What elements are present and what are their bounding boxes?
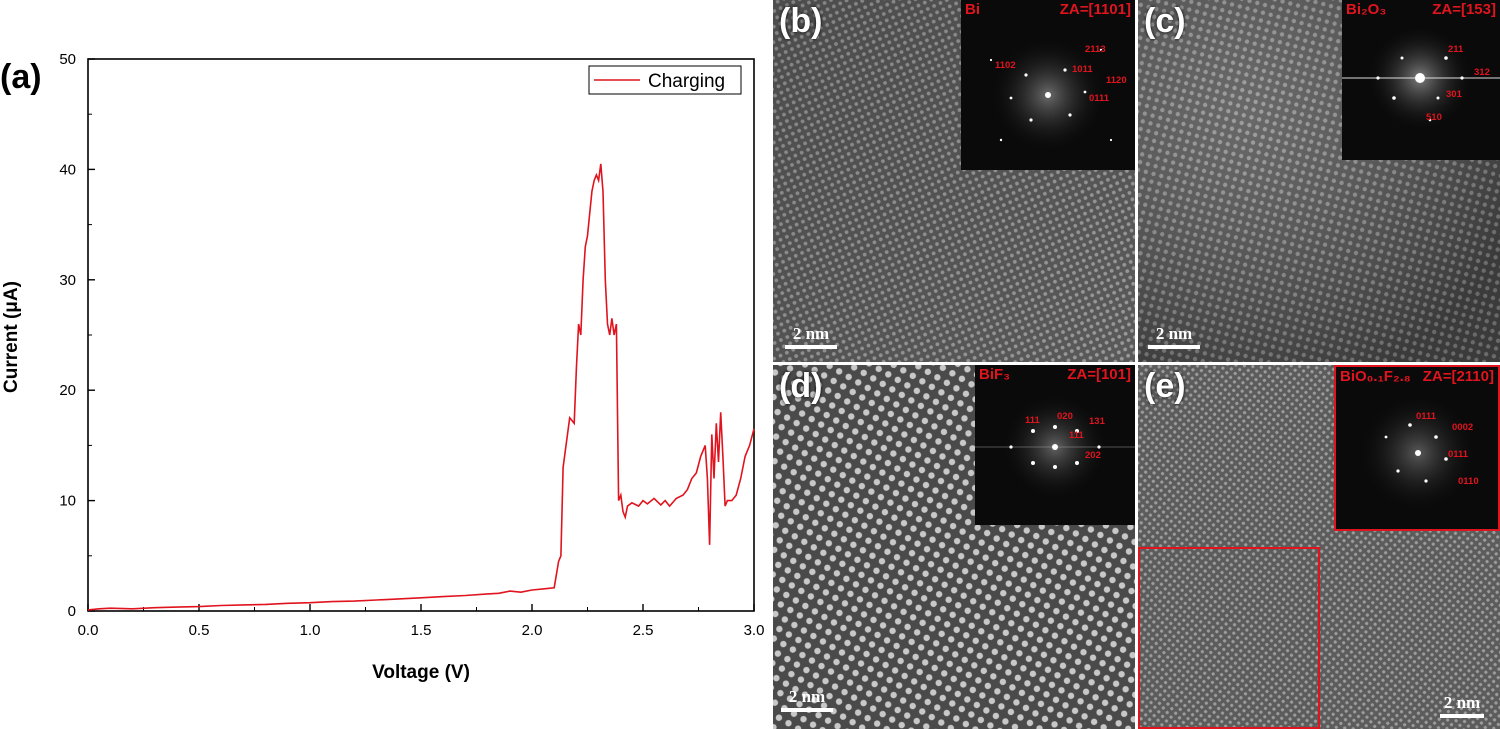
zone-axis-d: ZA=[101] <box>1067 366 1131 383</box>
tem-image-bi: (b) Bi ZA=[1101] 2113 1102 1011 1120 011… <box>773 0 1135 362</box>
spot-label: 202 <box>1085 450 1101 461</box>
y-tick-label: 30 <box>59 272 76 289</box>
plot-frame <box>87 58 755 612</box>
panel-label-a: (a) <box>0 58 42 96</box>
scale-bar-c: 2 nm <box>1148 324 1200 349</box>
spot-label: 020 <box>1057 411 1073 422</box>
panel-label-e: (e) <box>1144 367 1186 405</box>
tem-image-bif3: (d) BiF₃ ZA=[101] 111 020 131 111 202 2 … <box>773 365 1135 729</box>
phase-label-c: Bi₂O₃ <box>1346 1 1387 18</box>
y-tick-label: 0 <box>68 603 76 620</box>
lattice-texture <box>773 0 1135 362</box>
scale-bar-label: 2 nm <box>788 687 826 706</box>
zone-axis-e: ZA=[2110] <box>1422 368 1494 385</box>
scale-bar-label: 2 nm <box>792 324 830 343</box>
y-tick-label: 20 <box>59 382 76 399</box>
x-tick-label: 1.0 <box>300 622 321 639</box>
diffraction-pattern <box>988 35 1113 155</box>
zone-axis-c: ZA=[153] <box>1432 1 1496 18</box>
spot-label: 211 <box>1448 44 1464 55</box>
x-tick-label: 0.0 <box>78 622 99 639</box>
spot-label: 0111 <box>1089 93 1110 104</box>
spot-label: 312 <box>1474 67 1490 78</box>
spot-label: 111 <box>1025 415 1040 426</box>
x-tick-label: 1.5 <box>411 622 432 639</box>
spot-label: 510 <box>1426 112 1442 123</box>
spot-label: 111 <box>1069 430 1084 441</box>
scale-bar-label: 2 nm <box>1155 324 1193 343</box>
y-axis-title: Current (μA) <box>1 281 22 393</box>
scale-bar-b: 2 nm <box>785 324 837 349</box>
y-tick-label: 50 <box>59 51 76 68</box>
charging-series-line <box>87 163 755 611</box>
spot-label: 2113 <box>1085 44 1106 55</box>
zone-axis-b: ZA=[1101] <box>1059 1 1131 18</box>
fft-inset-b: Bi ZA=[1101] 2113 1102 1011 1120 0111 <box>961 0 1135 170</box>
x-axis-title: Voltage (V) <box>372 662 470 683</box>
phase-label-e: BiO₀.₁F₂.₈ <box>1340 368 1411 385</box>
current-voltage-chart: (a) 0.0 0.5 1.0 1.5 2.0 2.5 3.0 0 10 20 30 40 50 Cha… <box>0 51 765 683</box>
panel-label-b: (b) <box>779 2 823 40</box>
spot-label: 0111 <box>1416 411 1437 422</box>
phase-label-d: BiF₃ <box>979 366 1011 383</box>
spot-label: 301 <box>1446 89 1462 100</box>
legend-label-charging: Charging <box>648 71 725 92</box>
x-tick-label: 0.5 <box>189 622 210 639</box>
tem-image-biof: (e) BiO₀.₁F₂.₈ ZA=[2110] 0111 0002 0111 … <box>1138 365 1500 729</box>
panel-label-d: (d) <box>779 367 823 405</box>
scale-bar-e: 2 nm <box>1440 693 1484 718</box>
spot-label: 131 <box>1089 416 1105 427</box>
chart-canvas: (a) 0.0 0.5 1.0 1.5 2.0 2.5 3.0 0 10 20 30 40 50 Cha… <box>0 51 765 683</box>
fft-inset-c: Bi₂O₃ ZA=[153] 211 312 301 510 <box>1342 0 1500 160</box>
legend: Charging <box>588 65 742 95</box>
spot-label: 1102 <box>995 60 1016 71</box>
scale-bar-label: 2 nm <box>1443 693 1481 712</box>
x-tick-label: 2.0 <box>522 622 543 639</box>
spot-label: 0110 <box>1458 476 1479 487</box>
diffraction-pattern <box>1342 23 1500 133</box>
panel-label-c: (c) <box>1144 2 1186 40</box>
y-tick-label: 10 <box>59 493 76 510</box>
x-tick-label: 3.0 <box>744 622 765 639</box>
spot-label: 1120 <box>1106 75 1127 86</box>
spot-label: 0111 <box>1448 449 1469 460</box>
spot-label: 1011 <box>1072 64 1093 75</box>
y-tick-label: 40 <box>59 161 76 178</box>
scale-bar-d: 2 nm <box>781 687 833 712</box>
fft-inset-d: BiF₃ ZA=[101] 111 020 131 111 202 <box>975 365 1135 525</box>
region-highlight-box <box>1138 547 1320 729</box>
diffraction-pattern <box>1356 391 1480 515</box>
fft-inset-e: BiO₀.₁F₂.₈ ZA=[2110] 0111 0002 0111 0110 <box>1334 365 1500 531</box>
diffraction-pattern <box>975 392 1135 502</box>
x-tick-label: 2.5 <box>633 622 654 639</box>
spot-label: 0002 <box>1452 422 1474 433</box>
phase-label-b: Bi <box>965 1 980 18</box>
tem-image-bi2o3: (c) Bi₂O₃ ZA=[153] 211 312 301 510 2 nm <box>1138 0 1500 362</box>
